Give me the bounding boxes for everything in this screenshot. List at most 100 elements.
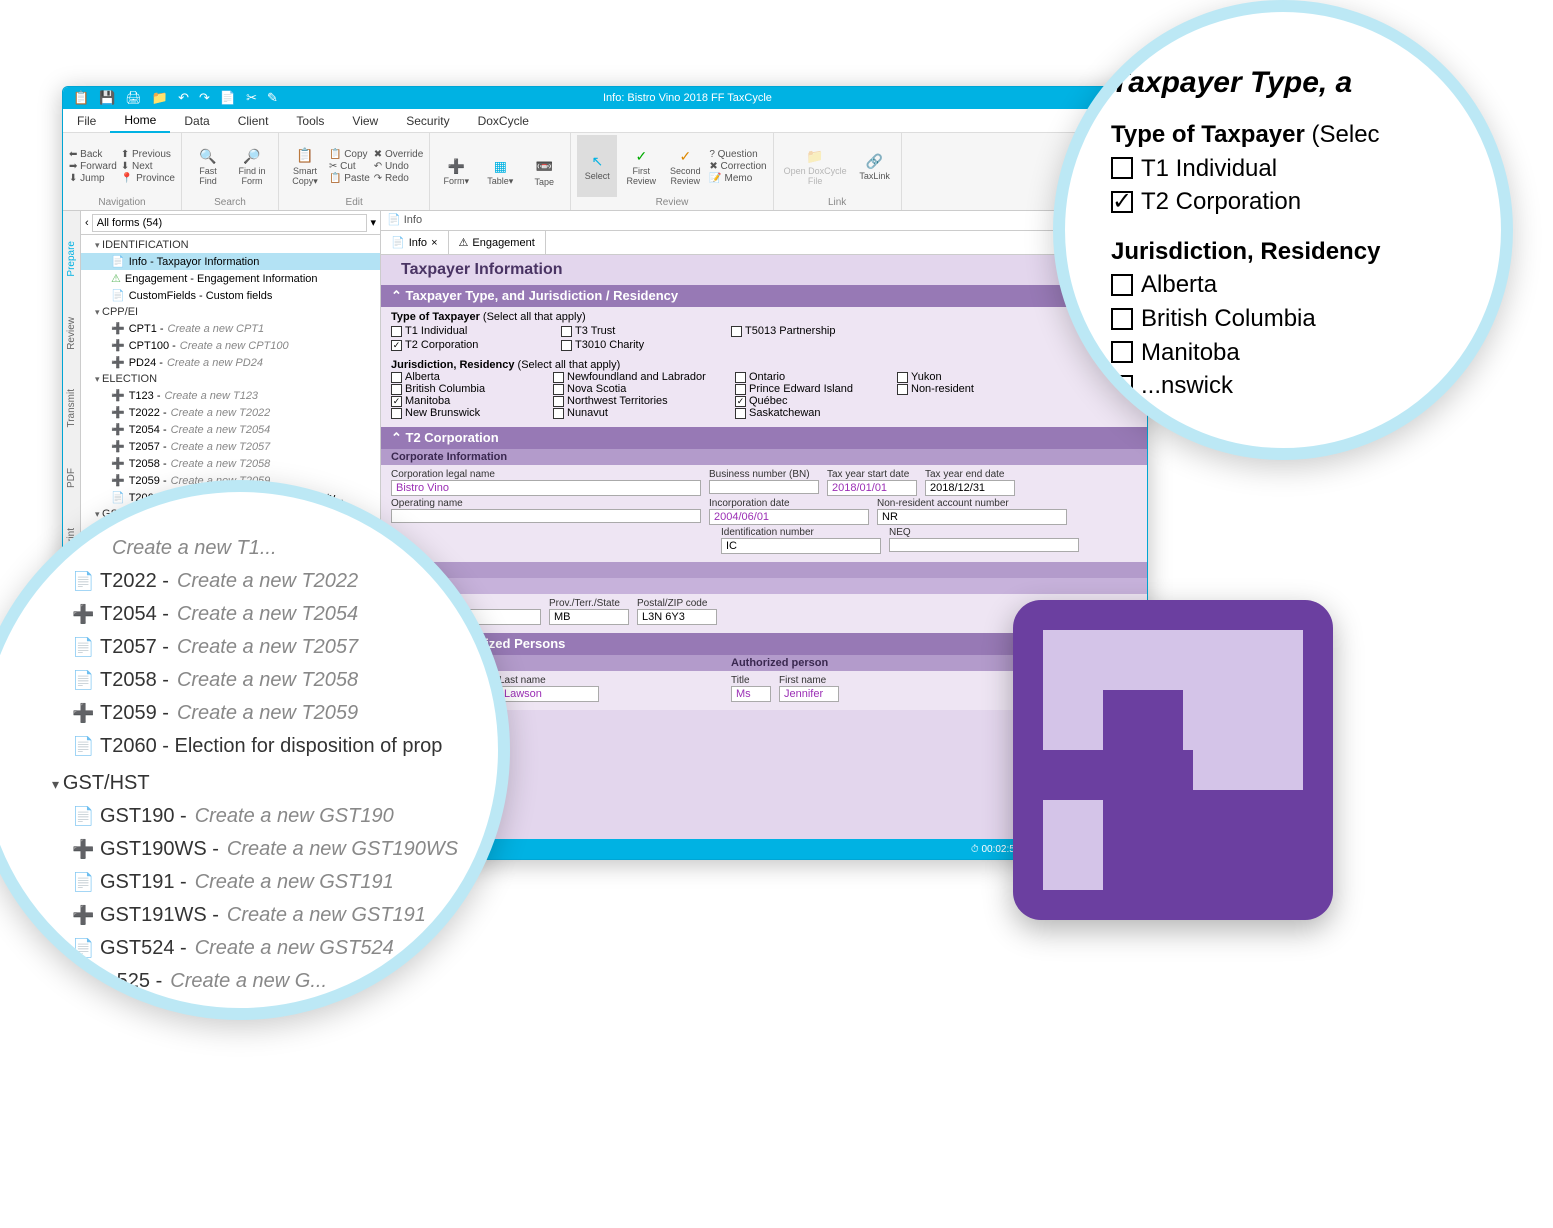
z-item[interactable]: ➕GST190WS - Create a new GST190WS xyxy=(72,833,488,866)
ribbon-item[interactable]: ↶ Undo xyxy=(374,161,424,172)
sidetab-prepare[interactable]: Prepare xyxy=(66,241,77,277)
z-item[interactable]: 📄T2058 - Create a new T2058 xyxy=(72,664,488,697)
tree-group[interactable]: IDENTIFICATION xyxy=(81,237,380,253)
menu-tab-view[interactable]: View xyxy=(338,110,392,132)
checkbox-jur[interactable]: Ontario xyxy=(735,371,895,383)
tree-item[interactable]: ⚠Engagement - Engagement Information xyxy=(81,270,380,287)
z-checkbox[interactable]: Alberta xyxy=(1111,268,1471,302)
tree-item[interactable]: 📄CustomFields - Custom fields xyxy=(81,287,380,304)
checkbox-jur[interactable]: Alberta xyxy=(391,371,551,383)
input[interactable]: Lawson xyxy=(499,686,599,702)
input[interactable]: L3N 6Y3 xyxy=(637,609,717,625)
ribbon-item[interactable]: ? Question xyxy=(709,149,766,160)
input[interactable]: 2018/12/31 xyxy=(925,480,1015,496)
ribbon-item[interactable]: ⬆ Previous xyxy=(121,149,175,160)
ribbon-item[interactable]: ⬇ Jump xyxy=(69,173,117,184)
sidetab-review[interactable]: Review xyxy=(66,317,77,350)
tree-item[interactable]: ➕T2022 - Create a new T2022 xyxy=(81,404,380,421)
input[interactable]: Ms xyxy=(731,686,771,702)
ribbon-item[interactable]: ↷ Redo xyxy=(374,173,424,184)
z-item[interactable]: ➕T2059 - Create a new T2059 xyxy=(72,697,488,730)
qat-icon[interactable]: ✂ xyxy=(246,90,257,106)
input[interactable]: 2004/06/01 xyxy=(709,509,869,525)
ribbon-item[interactable]: ✖ Override xyxy=(374,149,424,160)
checkbox-jur[interactable]: British Columbia xyxy=(391,383,551,395)
ribbon-btn[interactable]: 📼Tape xyxy=(524,135,564,208)
checkbox-jur[interactable]: Prince Edward Island xyxy=(735,383,895,395)
qat-icon[interactable]: ↷ xyxy=(199,90,210,106)
checkbox-T3010 Charity[interactable]: T3010 Charity xyxy=(561,339,721,351)
checkbox-T1 Individual[interactable]: T1 Individual xyxy=(391,325,551,337)
z-item[interactable]: ...525 - Create a new G... xyxy=(72,965,488,998)
menu-tab-file[interactable]: File xyxy=(63,110,110,132)
checkbox-jur[interactable]: ✓Manitoba xyxy=(391,395,551,407)
z-item[interactable]: 📄T2057 - Create a new T2057 xyxy=(72,631,488,664)
menu-tab-doxcycle[interactable]: DoxCycle xyxy=(464,110,543,132)
ribbon-btn[interactable]: 🔍Fast Find xyxy=(188,135,228,197)
doc-tab[interactable]: 📄Info × xyxy=(381,231,449,254)
checkbox-jur[interactable]: ✓Québec xyxy=(735,395,895,407)
z-checkbox[interactable]: T1 Individual xyxy=(1111,152,1471,186)
tree-item[interactable]: ➕T2058 - Create a new T2058 xyxy=(81,455,380,472)
section-taxpayer-type[interactable]: Taxpayer Type, and Jurisdiction / Reside… xyxy=(381,285,1147,307)
z-item[interactable]: 📄GST190 - Create a new GST190 xyxy=(72,800,488,833)
ribbon-item[interactable]: ⬇ Next xyxy=(121,161,175,172)
z-checkbox[interactable]: British Columbia xyxy=(1111,302,1471,336)
forms-filter[interactable] xyxy=(92,214,368,232)
doc-tab[interactable]: ⚠Engagement xyxy=(449,231,546,254)
checkbox-T5013 Partnership[interactable]: T5013 Partnership xyxy=(731,325,891,337)
z-item[interactable]: ➕T2054 - Create a new T2054 xyxy=(72,598,488,631)
ribbon-btn[interactable]: ✓First Review xyxy=(621,135,661,197)
ribbon-btn[interactable]: ▦Table▾ xyxy=(480,135,520,208)
z-checkbox[interactable]: ✓T2 Corporation xyxy=(1111,185,1471,219)
ribbon-btn[interactable]: 📁Open DoxCycle File xyxy=(780,135,851,197)
input[interactable]: NR xyxy=(877,509,1067,525)
ribbon-btn[interactable]: ➕Form▾ xyxy=(436,135,476,208)
ribbon-btn[interactable]: 📋Smart Copy▾ xyxy=(285,135,325,197)
ribbon-item[interactable]: ✂ Cut xyxy=(329,161,370,172)
ribbon-btn[interactable]: ↖Select xyxy=(577,135,617,197)
z2-grp[interactable]: GST/HST xyxy=(52,767,488,800)
ribbon-item[interactable]: ➡ Forward xyxy=(69,161,117,172)
checkbox-jur[interactable]: Saskatchewan xyxy=(735,407,895,419)
input[interactable] xyxy=(889,538,1079,552)
ribbon-item[interactable]: 📋 Paste xyxy=(329,173,370,184)
menu-tab-tools[interactable]: Tools xyxy=(282,110,338,132)
input[interactable] xyxy=(391,509,701,523)
qat-icon[interactable]: 📋 xyxy=(73,90,89,106)
checkbox-jur[interactable]: Newfoundland and Labrador xyxy=(553,371,733,383)
input[interactable] xyxy=(709,480,819,494)
ribbon-btn[interactable]: 🔎Find in Form xyxy=(232,135,272,197)
z-item[interactable]: 📄GST524 - Create a new GST524 xyxy=(72,932,488,965)
checkbox-jur[interactable]: Nova Scotia xyxy=(553,383,733,395)
checkbox-T3 Trust[interactable]: T3 Trust xyxy=(561,325,721,337)
qat-icon[interactable]: ✎ xyxy=(267,90,278,106)
tree-item[interactable]: ➕T123 - Create a new T123 xyxy=(81,387,380,404)
menu-tab-home[interactable]: Home xyxy=(110,109,170,133)
section-t2[interactable]: T2 Corporation xyxy=(381,427,1147,449)
ribbon-item[interactable]: ✖ Correction xyxy=(709,161,766,172)
input[interactable]: IC xyxy=(721,538,881,554)
menu-tab-security[interactable]: Security xyxy=(392,110,463,132)
z-item[interactable]: 📄T2022 - Create a new T2022 xyxy=(72,565,488,598)
tree-item[interactable]: ➕T2057 - Create a new T2057 xyxy=(81,438,380,455)
z-checkbox[interactable]: Manitoba xyxy=(1111,336,1471,370)
ribbon-item[interactable]: 📍 Province xyxy=(121,173,175,184)
input[interactable]: MB xyxy=(549,609,629,625)
z-item[interactable]: 📄T2060 - Election for disposition of pro… xyxy=(72,730,488,763)
tree-item[interactable]: ➕CPT1 - Create a new CPT1 xyxy=(81,320,380,337)
ribbon-item[interactable]: 📋 Copy xyxy=(329,149,370,160)
ribbon-item[interactable]: ⬅ Back xyxy=(69,149,117,160)
tree-item[interactable]: ➕T2054 - Create a new T2054 xyxy=(81,421,380,438)
checkbox-jur[interactable]: Nunavut xyxy=(553,407,733,419)
checkbox-jur[interactable]: Northwest Territories xyxy=(553,395,733,407)
input[interactable]: Bistro Vino xyxy=(391,480,701,496)
tree-item[interactable]: 📄Info - Taxpayor Information xyxy=(81,253,380,270)
checkbox-T2 Corporation[interactable]: ✓T2 Corporation xyxy=(391,339,551,351)
qat-icon[interactable]: 🖨 xyxy=(125,90,142,106)
checkbox-jur[interactable]: New Brunswick xyxy=(391,407,551,419)
sidetab-pdf[interactable]: PDF xyxy=(66,468,77,488)
z-checkbox[interactable]: ...nswick xyxy=(1111,369,1471,403)
input[interactable]: 2018/01/01 xyxy=(827,480,917,496)
ribbon-item[interactable]: 📝 Memo xyxy=(709,173,766,184)
